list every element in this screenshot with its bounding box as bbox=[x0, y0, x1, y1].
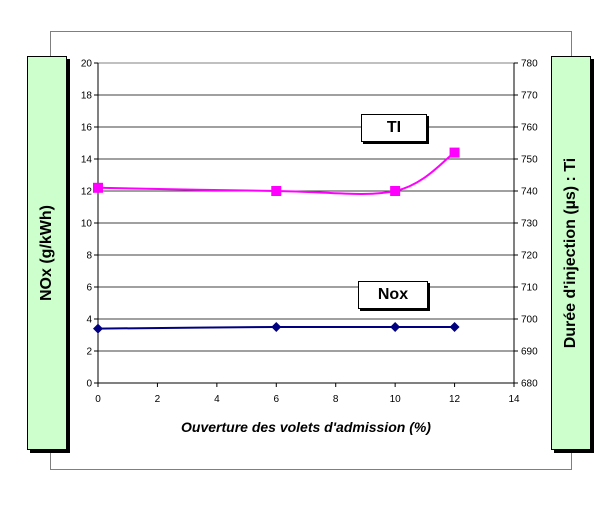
ti-data-point bbox=[93, 182, 103, 193]
nox-series-line bbox=[97, 325, 455, 330]
right-axis-title-box: Durée d'injection (µs) : Ti bbox=[551, 56, 591, 450]
right-axis-tick-label: 750 bbox=[521, 155, 538, 166]
x-axis-tick-label: 14 bbox=[508, 394, 520, 405]
x-axis-tick-label: 8 bbox=[333, 394, 339, 405]
left-axis-tick-label: 8 bbox=[86, 251, 92, 262]
left-axis-tick-label: 6 bbox=[86, 283, 92, 294]
nox-data-point bbox=[390, 322, 401, 332]
nox-series-label: Nox bbox=[358, 281, 428, 309]
right-axis-tick-label: 710 bbox=[521, 283, 538, 294]
x-axis-tick-label: 0 bbox=[95, 394, 101, 405]
right-axis-tick-label: 720 bbox=[521, 251, 538, 262]
left-axis-tick-label: 20 bbox=[81, 59, 93, 70]
right-axis-tick-label: 740 bbox=[521, 187, 538, 198]
right-axis-tick-label: 770 bbox=[521, 91, 538, 102]
left-axis-tick-label: 4 bbox=[86, 315, 92, 326]
nox-data-point bbox=[271, 322, 282, 332]
left-axis-tick-label: 0 bbox=[86, 379, 92, 390]
left-axis-title-box: NOx (g/kWh) bbox=[27, 56, 67, 450]
x-axis-tick-label: 6 bbox=[274, 394, 280, 405]
right-axis-tick-label: 780 bbox=[521, 59, 538, 70]
right-axis-tick-label: 680 bbox=[521, 379, 538, 390]
left-axis-tick-label: 14 bbox=[81, 155, 93, 166]
right-axis-tick-label: 760 bbox=[521, 123, 538, 134]
ti-data-point bbox=[271, 186, 282, 196]
nox-data-point bbox=[93, 323, 103, 334]
x-axis-tick-label: 12 bbox=[449, 394, 461, 405]
left-axis-tick-label: 12 bbox=[81, 187, 93, 198]
ti-data-point bbox=[449, 147, 460, 158]
right-axis-tick-label: 690 bbox=[521, 347, 538, 358]
right-axis-tick-label: 700 bbox=[521, 315, 538, 326]
ti-series-line bbox=[97, 151, 456, 195]
left-axis-tick-label: 10 bbox=[81, 219, 93, 230]
x-axis-tick-label: 2 bbox=[155, 394, 161, 405]
ti-series-label: TI bbox=[361, 114, 427, 142]
left-axis-tick-label: 16 bbox=[81, 123, 93, 134]
x-axis-tick-label: 10 bbox=[390, 394, 402, 405]
right-axis-tick-label: 730 bbox=[521, 219, 538, 230]
ti-data-point bbox=[390, 186, 401, 196]
x-axis-tick-label: 4 bbox=[214, 394, 220, 405]
nox-data-point bbox=[449, 322, 460, 332]
left-axis-tick-label: 18 bbox=[81, 91, 93, 102]
left-axis-tick-label: 2 bbox=[86, 347, 92, 358]
x-axis-title: Ouverture des volets d'admission (%) bbox=[181, 419, 431, 435]
